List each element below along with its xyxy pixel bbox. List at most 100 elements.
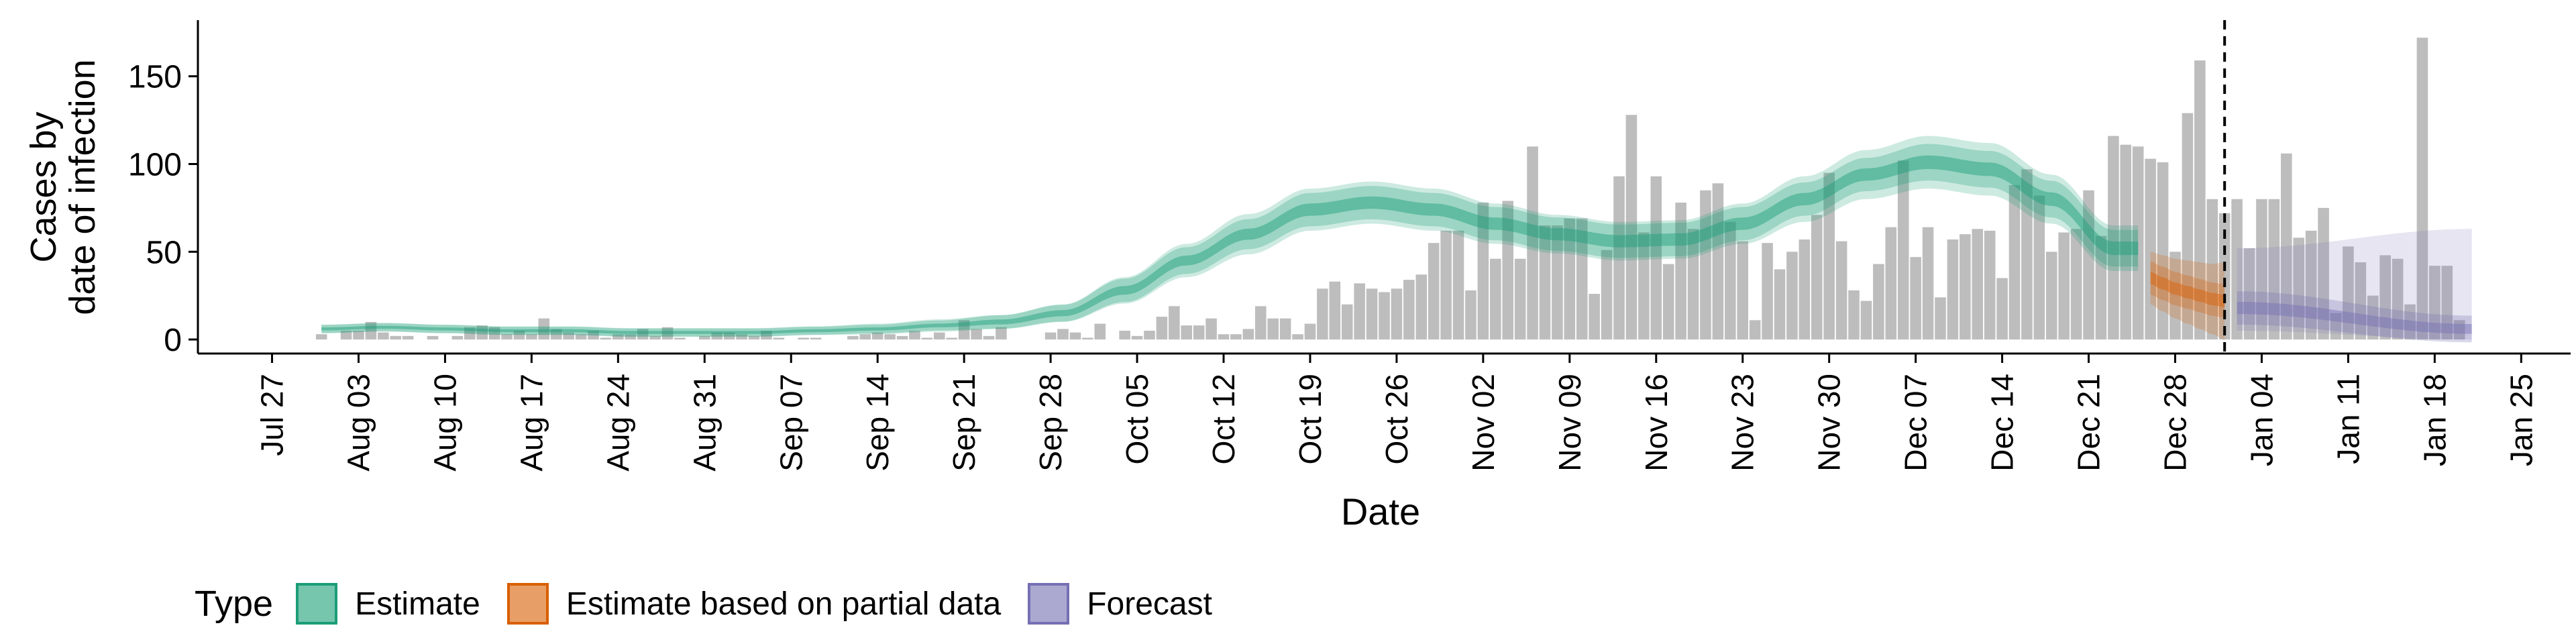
bar — [1341, 304, 1353, 340]
bar — [538, 318, 550, 340]
bar — [1527, 146, 1538, 340]
partial-outer-band — [2150, 252, 2225, 340]
bar — [1169, 306, 1180, 340]
legend-swatch-partial — [506, 583, 549, 625]
bars-layer — [315, 38, 2465, 340]
bar — [1304, 323, 1316, 340]
bar — [773, 337, 785, 340]
bar — [1057, 329, 1069, 340]
bar — [1725, 221, 1736, 340]
estimate-mid-band — [321, 144, 2139, 337]
bar — [2392, 258, 2404, 340]
bar — [2218, 213, 2231, 340]
bar — [1366, 288, 1378, 340]
x-tick-label: Jan 04 — [2244, 374, 2279, 466]
bar — [1354, 283, 1365, 340]
bar — [810, 337, 822, 340]
forecast-mid-band — [2237, 291, 2472, 343]
bar — [1156, 317, 1168, 340]
bar — [1279, 318, 1291, 340]
bar — [1218, 334, 1230, 340]
bar — [1749, 320, 1761, 340]
bar — [588, 330, 599, 340]
bar — [464, 327, 476, 340]
bar — [1860, 301, 1872, 340]
bar — [526, 334, 537, 340]
bar — [1873, 264, 1884, 340]
x-tick-label: Oct 12 — [1206, 374, 1241, 465]
bar — [1044, 332, 1057, 340]
x-tick-label: Aug 24 — [600, 374, 635, 472]
bar — [488, 327, 500, 340]
bar — [637, 329, 649, 340]
legend-item-partial: Estimate based on partial data — [506, 583, 1001, 625]
bar — [1786, 252, 1798, 340]
bar — [649, 335, 661, 340]
bar — [1675, 203, 1686, 340]
bar — [1267, 318, 1279, 340]
bar — [340, 330, 352, 340]
bar — [1502, 201, 1514, 340]
bar — [2145, 158, 2156, 340]
bar — [1379, 292, 1390, 340]
bar — [315, 334, 327, 340]
bar — [1242, 329, 1254, 340]
x-tick-label: Jul 27 — [255, 374, 290, 456]
y-tick-label: 150 — [128, 60, 182, 95]
bar — [1922, 227, 1934, 340]
bar — [1835, 241, 1847, 340]
bar — [2281, 153, 2292, 340]
bar — [859, 334, 871, 340]
bar — [2243, 248, 2255, 340]
x-axis-label: Date — [1341, 490, 1420, 533]
bar — [501, 334, 513, 340]
x-tick-label: Sep 14 — [860, 374, 895, 472]
bar — [1935, 297, 1946, 340]
bar — [1811, 215, 1823, 340]
x-tick-label: Aug 31 — [687, 374, 722, 472]
bar — [1564, 218, 1576, 340]
bar — [1329, 281, 1341, 340]
bar — [2367, 295, 2379, 340]
bar — [2330, 313, 2342, 340]
bar — [1082, 337, 1093, 340]
bar — [1897, 160, 1909, 340]
bar — [402, 335, 414, 340]
bar — [2045, 252, 2057, 340]
bar — [1452, 230, 1464, 340]
legend-label-estimate: Estimate — [355, 586, 480, 622]
bar — [1230, 334, 1242, 340]
bar — [2169, 252, 2181, 340]
bar — [847, 335, 859, 340]
bar — [896, 335, 908, 340]
bar — [1119, 330, 1130, 340]
axes-layer: 0 50 100 150 Jul 27 Aug 03 Aug 10 Aug 17 Aug 24 A… — [128, 20, 2571, 472]
bar — [2441, 266, 2453, 340]
bar — [600, 337, 612, 340]
bar — [2453, 320, 2465, 340]
bar — [1193, 325, 1205, 340]
x-tick-label: Aug 10 — [427, 374, 462, 472]
bar — [390, 335, 402, 340]
bar — [2194, 60, 2206, 340]
bar — [625, 334, 637, 340]
bar — [1576, 218, 1588, 340]
bar — [1687, 229, 1699, 340]
bar — [2120, 144, 2132, 340]
bar — [2256, 199, 2267, 340]
bar — [563, 332, 574, 340]
bar — [1996, 278, 2008, 340]
bar — [1094, 323, 1106, 340]
bar — [1613, 176, 1625, 340]
bar — [2182, 113, 2194, 340]
partial-mid-band — [2150, 261, 2225, 318]
x-tick-label: Aug 03 — [341, 374, 376, 472]
x-tick-label: Jan 25 — [2504, 374, 2538, 466]
bar — [958, 320, 970, 340]
x-tick-label: Jan 18 — [2417, 374, 2452, 466]
x-tick-label: Oct 05 — [1120, 374, 1155, 465]
bar — [476, 325, 488, 340]
bar — [2416, 38, 2428, 340]
